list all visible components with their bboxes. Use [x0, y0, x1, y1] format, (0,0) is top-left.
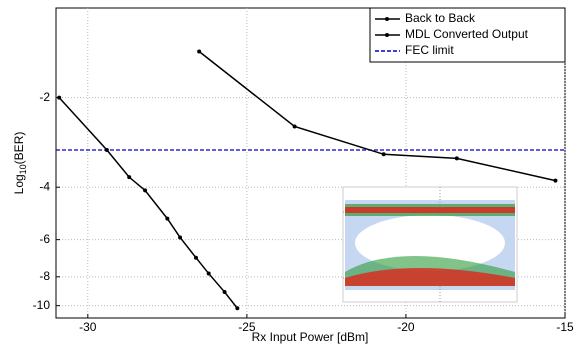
y-tick-label: -4 [39, 179, 50, 193]
eye-diagram-inset [343, 187, 517, 302]
x-axis-title: Rx Input Power [dBm] [252, 330, 369, 344]
x-tick-label: -30 [79, 320, 97, 334]
data-point [57, 96, 61, 100]
chart: Rx Input Power [dBm] Log10(BER) -30 -25 -2… [0, 0, 578, 347]
data-point [197, 49, 201, 53]
y-title-rest: (BER) [12, 132, 26, 165]
data-point [194, 256, 198, 260]
legend-marker [385, 33, 389, 37]
y-title-base: Log [12, 174, 26, 194]
data-point [293, 124, 297, 128]
data-point [207, 272, 211, 276]
data-point [553, 179, 557, 183]
x-tick-label: -20 [397, 320, 415, 334]
data-point [143, 188, 147, 192]
y-axis-title: Log10(BER) [12, 132, 28, 195]
data-point [127, 175, 131, 179]
y-tick-label: -8 [39, 269, 50, 283]
data-point [455, 156, 459, 160]
data-point [382, 152, 386, 156]
data-point [178, 235, 182, 239]
data-point [165, 217, 169, 221]
data-point [235, 306, 239, 310]
x-tick-label: -25 [238, 320, 256, 334]
legend-marker [385, 17, 389, 21]
data-point [223, 290, 227, 294]
legend-label: Back to Back [405, 11, 476, 25]
data-point [105, 148, 109, 152]
y-tick-label: -6 [39, 232, 50, 246]
legend-label: FEC limit [405, 43, 454, 57]
y-tick-label: -2 [39, 90, 50, 104]
x-tick-label: -15 [556, 320, 574, 334]
y-tick-label: -10 [33, 298, 51, 312]
y-title-subscript: 10 [18, 164, 28, 174]
legend-label: MDL Converted Output [405, 27, 529, 41]
